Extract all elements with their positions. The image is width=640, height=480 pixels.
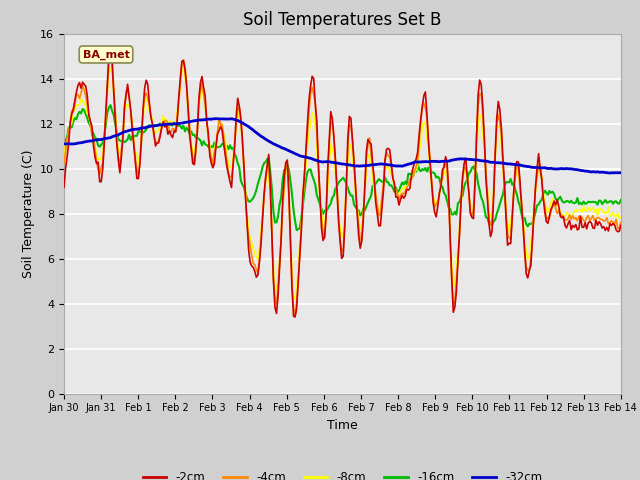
X-axis label: Time: Time [327, 419, 358, 432]
Title: Soil Temperatures Set B: Soil Temperatures Set B [243, 11, 442, 29]
Y-axis label: Soil Temperature (C): Soil Temperature (C) [22, 149, 35, 278]
Legend: -2cm, -4cm, -8cm, -16cm, -32cm: -2cm, -4cm, -8cm, -16cm, -32cm [138, 466, 547, 480]
Text: BA_met: BA_met [83, 49, 129, 60]
